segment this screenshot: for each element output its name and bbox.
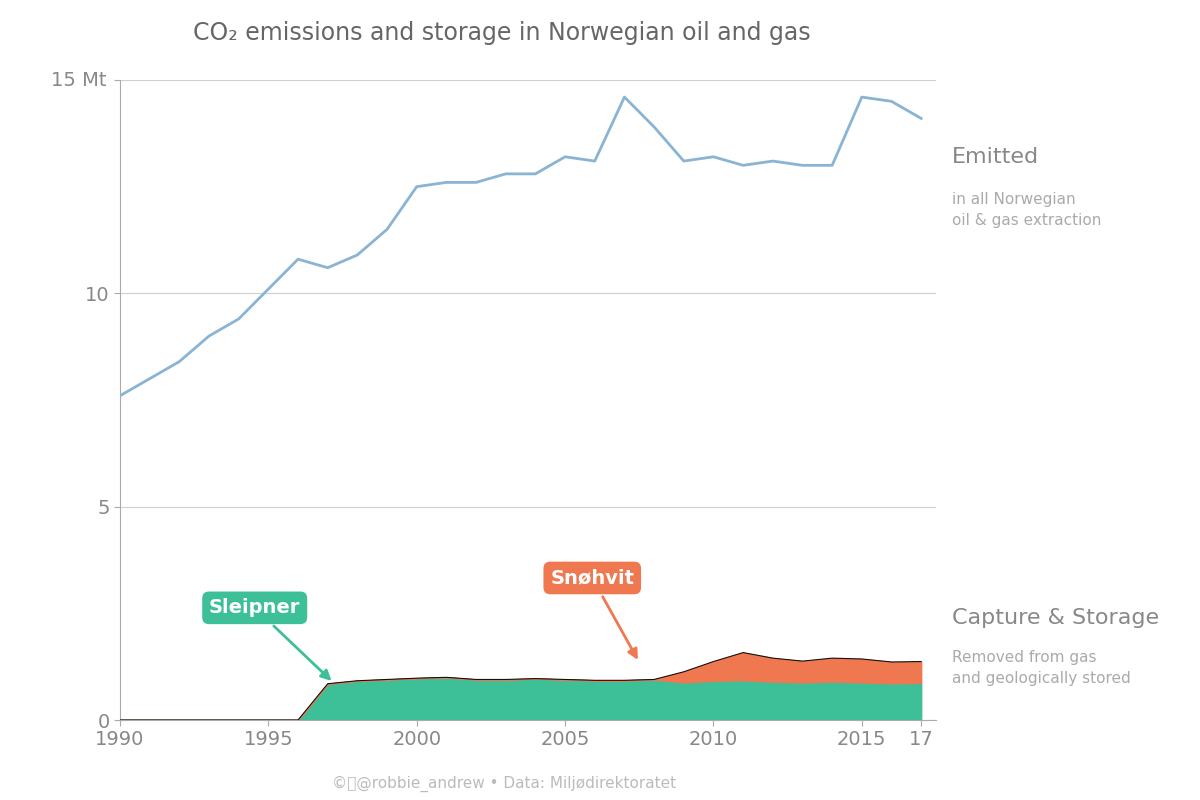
Text: Removed from gas
and geologically stored: Removed from gas and geologically stored (953, 650, 1132, 686)
Text: Snøhvit: Snøhvit (551, 569, 636, 658)
Text: Emitted: Emitted (953, 147, 1039, 167)
Text: 15 Mt: 15 Mt (50, 70, 106, 90)
Text: Capture & Storage: Capture & Storage (953, 608, 1159, 628)
Text: ©ⓘ@robbie_andrew • Data: Miljødirektoratet: ©ⓘ@robbie_andrew • Data: Miljødirektorat… (332, 776, 676, 792)
Text: CO₂ emissions and storage in Norwegian oil and gas: CO₂ emissions and storage in Norwegian o… (193, 21, 811, 45)
Text: in all Norwegian
oil & gas extraction: in all Norwegian oil & gas extraction (953, 192, 1102, 228)
Text: Sleipner: Sleipner (209, 598, 329, 679)
